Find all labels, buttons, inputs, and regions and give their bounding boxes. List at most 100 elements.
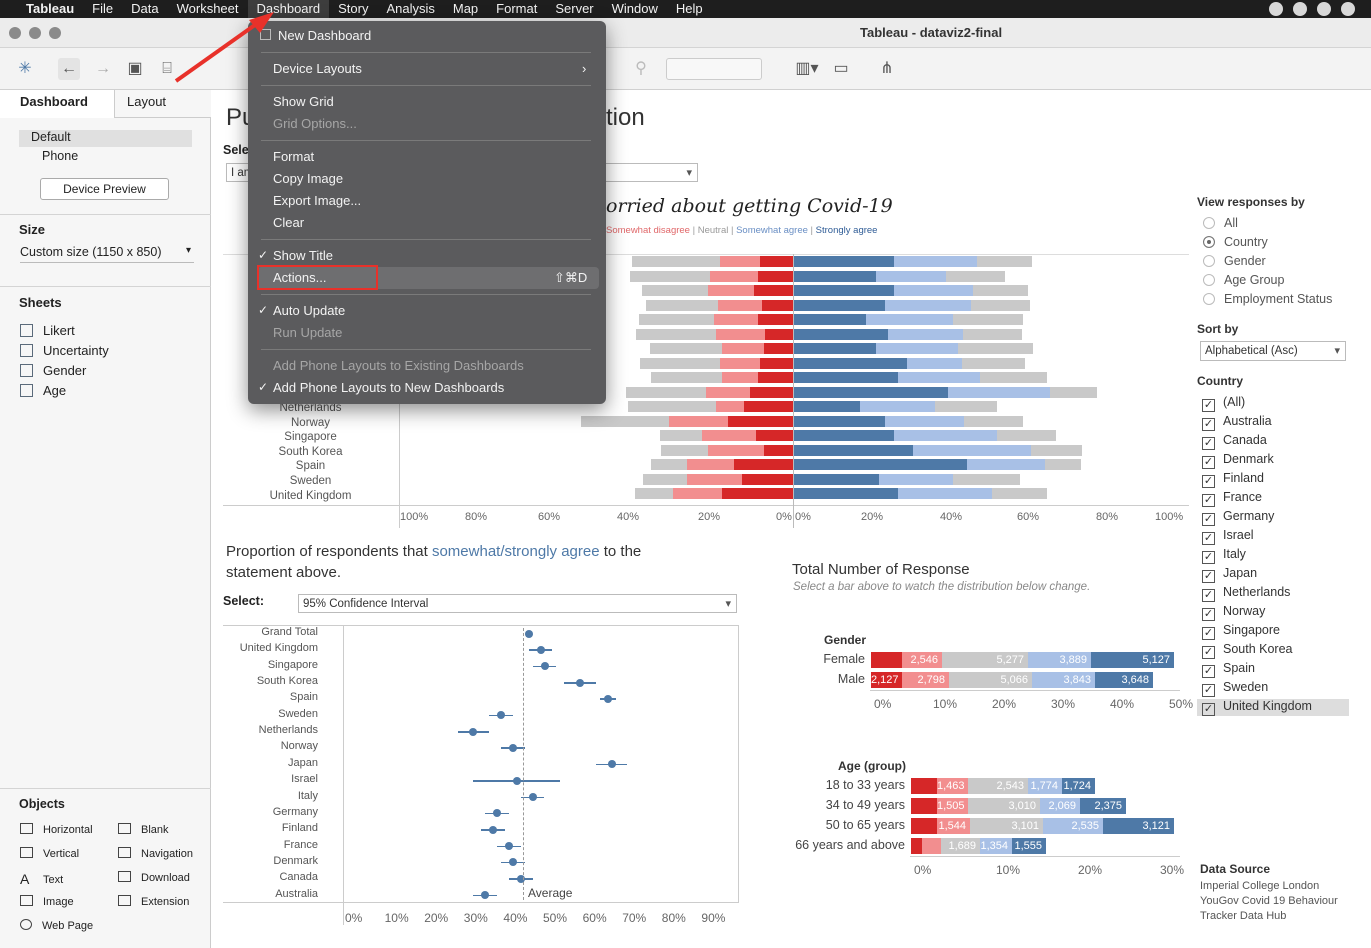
- likert-bar-neutral-right[interactable]: [971, 299, 1031, 311]
- likert-bar-neutral-left[interactable]: [661, 444, 709, 456]
- legend-somewhat-disagree[interactable]: Somewhat disagree: [606, 225, 690, 236]
- likert-bar-strong-agree[interactable]: [794, 473, 879, 485]
- likert-bar-strong-disagree[interactable]: [734, 459, 793, 470]
- view-by-option[interactable]: Gender: [1203, 254, 1266, 268]
- country-filter-item[interactable]: ✓ Canada: [1202, 433, 1267, 450]
- likert-bar-strong-agree[interactable]: [794, 444, 914, 456]
- tableau-logo-icon[interactable]: ✳: [18, 60, 32, 77]
- likert-bar-strong-disagree[interactable]: [763, 444, 793, 456]
- likert-bar-strong-disagree[interactable]: [757, 314, 793, 325]
- likert-bar-neutral-right[interactable]: [934, 401, 998, 412]
- likert-bar-somewhat-disagree[interactable]: [686, 473, 742, 485]
- cloud-icon[interactable]: [1293, 2, 1307, 16]
- response-segment[interactable]: [911, 818, 937, 834]
- object-image[interactable]: Image: [20, 895, 74, 908]
- likert-bar-somewhat-agree[interactable]: [885, 415, 964, 427]
- likert-bar-somewhat-agree[interactable]: [894, 256, 977, 267]
- likert-bar-somewhat-agree[interactable]: [947, 386, 1051, 398]
- lock-icon[interactable]: [1317, 2, 1331, 16]
- bluetooth-icon[interactable]: [1341, 2, 1355, 16]
- country-filter-item[interactable]: ✓ Singapore: [1202, 623, 1280, 640]
- ci-point[interactable]: [497, 711, 506, 720]
- likert-bar-neutral-left[interactable]: [639, 357, 720, 369]
- likert-bar-strong-agree[interactable]: [794, 285, 895, 296]
- country-filter-item[interactable]: ✓ Norway: [1202, 604, 1265, 621]
- show-me-icon[interactable]: ▥▾: [795, 60, 819, 77]
- likert-bar-somewhat-disagree[interactable]: [706, 386, 750, 398]
- country-filter-item[interactable]: ✓ Sweden: [1202, 680, 1268, 697]
- response-segment[interactable]: 2,375: [1080, 798, 1126, 814]
- object-text[interactable]: A Text: [20, 871, 63, 887]
- likert-bar-neutral-left[interactable]: [650, 459, 687, 470]
- response-segment[interactable]: [911, 798, 937, 814]
- response-segment[interactable]: 1,544: [937, 818, 970, 834]
- likert-bar-somewhat-agree[interactable]: [897, 488, 992, 499]
- save-icon[interactable]: ▣: [127, 60, 143, 77]
- likert-bar-neutral-left[interactable]: [635, 488, 673, 499]
- likert-bar-neutral-right[interactable]: [1045, 459, 1081, 470]
- response-segment[interactable]: 1,505: [937, 798, 968, 814]
- likert-bar-somewhat-agree[interactable]: [888, 328, 963, 340]
- forward-icon[interactable]: →: [95, 60, 111, 77]
- likert-bar-neutral-right[interactable]: [991, 488, 1047, 499]
- ci-point[interactable]: [512, 776, 521, 785]
- view-by-option[interactable]: Age Group: [1203, 273, 1284, 287]
- likert-bar-strong-disagree[interactable]: [743, 401, 793, 412]
- presentation-icon[interactable]: ▭: [833, 60, 849, 77]
- likert-bar-neutral-right[interactable]: [973, 285, 1029, 296]
- sheet-gender[interactable]: Gender: [20, 363, 86, 378]
- country-filter-item[interactable]: ✓ Finland: [1202, 471, 1264, 488]
- response-segment[interactable]: [871, 652, 902, 668]
- response-segment[interactable]: 2,798: [902, 672, 949, 688]
- menu-item-actions[interactable]: Actions...: [273, 268, 326, 288]
- country-filter-item[interactable]: ✓ Netherlands: [1202, 585, 1290, 602]
- ci-point[interactable]: [504, 842, 513, 851]
- likert-bar-somewhat-agree[interactable]: [875, 343, 959, 354]
- menu-format[interactable]: Format: [496, 1, 538, 16]
- new-datasource-icon[interactable]: ⌸: [162, 60, 172, 77]
- likert-bar-strong-agree[interactable]: [794, 459, 967, 470]
- response-segment[interactable]: 3,121: [1103, 818, 1174, 834]
- legend-somewhat-agree[interactable]: Somewhat agree: [736, 225, 808, 236]
- menu-data[interactable]: Data: [131, 1, 159, 16]
- likert-bar-strong-agree[interactable]: [794, 328, 889, 340]
- country-filter-item[interactable]: ✓ France: [1202, 490, 1262, 507]
- response-segment[interactable]: [911, 778, 937, 794]
- menu-item-clear[interactable]: Clear: [273, 213, 304, 233]
- menu-item-show-title[interactable]: Show Title: [273, 246, 333, 266]
- likert-bar-strong-disagree[interactable]: [749, 386, 793, 398]
- likert-bar-somewhat-agree[interactable]: [859, 401, 935, 412]
- country-filter-item[interactable]: ✓ United Kingdom: [1197, 699, 1349, 716]
- likert-bar-strong-agree[interactable]: [794, 415, 886, 427]
- likert-bar-neutral-right[interactable]: [958, 343, 1033, 354]
- menu-map[interactable]: Map: [452, 1, 479, 16]
- menu-file[interactable]: File: [92, 1, 114, 16]
- likert-bar-somewhat-disagree[interactable]: [719, 357, 760, 369]
- country-filter-item[interactable]: ✓ Italy: [1202, 547, 1246, 564]
- device-preview-button[interactable]: Device Preview: [40, 178, 169, 200]
- menu-tableau[interactable]: Tableau: [26, 1, 75, 16]
- ci-point[interactable]: [528, 793, 537, 801]
- response-segment[interactable]: 1,555: [1012, 838, 1046, 854]
- menu-help[interactable]: Help: [675, 1, 703, 16]
- response-segment[interactable]: 1,689: [941, 838, 980, 854]
- likert-bar-neutral-left[interactable]: [642, 285, 709, 296]
- likert-bar-neutral-right[interactable]: [976, 256, 1032, 267]
- response-segment[interactable]: 1,724: [1062, 778, 1095, 794]
- likert-bar-strong-agree[interactable]: [794, 314, 867, 325]
- likert-bar-somewhat-disagree[interactable]: [717, 299, 762, 311]
- sheet-uncertainty[interactable]: Uncertainty: [20, 343, 109, 358]
- menu-server[interactable]: Server: [555, 1, 594, 16]
- country-filter-item[interactable]: ✓ Spain: [1202, 661, 1255, 678]
- ci-select[interactable]: 95% Confidence Interval: [298, 594, 737, 613]
- likert-bar-strong-disagree[interactable]: [757, 372, 793, 383]
- object-horizontal[interactable]: Horizontal: [20, 823, 93, 836]
- likert-bar-somewhat-disagree[interactable]: [714, 314, 758, 325]
- sheet-age[interactable]: Age: [20, 383, 66, 398]
- country-filter-item[interactable]: ✓ Australia: [1202, 414, 1272, 431]
- likert-bar-neutral-right[interactable]: [1050, 386, 1098, 398]
- response-segment[interactable]: [922, 838, 941, 854]
- likert-bar-somewhat-agree[interactable]: [966, 459, 1046, 470]
- tab-dashboard[interactable]: Dashboard: [0, 90, 115, 118]
- likert-bar-somewhat-agree[interactable]: [894, 430, 997, 441]
